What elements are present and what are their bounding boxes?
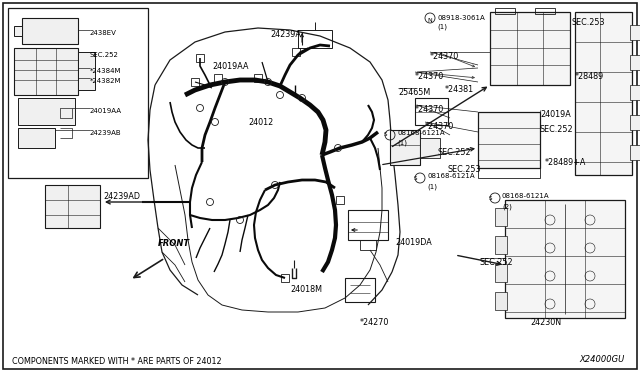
Text: 24230N: 24230N: [530, 318, 561, 327]
Text: SEC.252: SEC.252: [90, 52, 119, 58]
Text: N: N: [428, 18, 433, 23]
Bar: [575, 12, 632, 175]
Text: 24019A: 24019A: [540, 110, 571, 119]
Text: 24019DA: 24019DA: [395, 238, 432, 247]
Bar: [415, 98, 448, 125]
Bar: [292, 48, 300, 56]
Text: *24370: *24370: [415, 105, 444, 114]
Bar: [495, 236, 507, 254]
Text: SEC.252: SEC.252: [540, 125, 573, 134]
Bar: [630, 115, 640, 130]
Text: 24239AB: 24239AB: [90, 130, 122, 136]
Text: (1): (1): [397, 140, 407, 147]
Text: 08918-3061A: 08918-3061A: [437, 15, 484, 21]
Bar: [18, 128, 55, 148]
Bar: [535, 8, 555, 14]
Bar: [18, 98, 75, 125]
Bar: [78, 52, 95, 90]
Text: SEC.253: SEC.253: [448, 165, 481, 174]
Text: *24370: *24370: [415, 72, 444, 81]
Text: 24239AD: 24239AD: [103, 192, 140, 201]
Bar: [630, 25, 640, 40]
Bar: [630, 145, 640, 160]
Bar: [495, 8, 515, 14]
Text: *24384M: *24384M: [90, 68, 122, 74]
Bar: [390, 130, 420, 165]
Bar: [348, 210, 388, 240]
Bar: [45, 185, 100, 228]
Bar: [298, 30, 332, 48]
Text: (1): (1): [437, 24, 447, 30]
Text: (2): (2): [502, 203, 512, 209]
Text: 24019AA: 24019AA: [212, 62, 248, 71]
Text: 08168-6121A: 08168-6121A: [502, 193, 550, 199]
Text: S: S: [383, 132, 387, 138]
Text: 2438EV: 2438EV: [90, 30, 117, 36]
Text: 24239A: 24239A: [270, 30, 301, 39]
Text: 08168-6121A: 08168-6121A: [397, 130, 445, 136]
Bar: [490, 12, 570, 85]
Bar: [630, 85, 640, 100]
Text: SEC.252: SEC.252: [480, 258, 514, 267]
Bar: [281, 274, 289, 282]
Bar: [630, 55, 640, 70]
Bar: [214, 74, 222, 82]
Bar: [14, 48, 78, 95]
Bar: [8, 8, 148, 178]
Text: *28489: *28489: [575, 72, 604, 81]
Bar: [495, 208, 507, 226]
Text: (1): (1): [427, 183, 437, 189]
Bar: [478, 112, 540, 168]
Text: 08168-6121A: 08168-6121A: [427, 173, 475, 179]
Text: 25465M: 25465M: [398, 88, 430, 97]
Bar: [505, 200, 625, 318]
Bar: [336, 196, 344, 204]
Bar: [495, 264, 507, 282]
Bar: [14, 26, 22, 36]
Text: *24370: *24370: [430, 52, 460, 61]
Text: *24270: *24270: [360, 318, 389, 327]
Bar: [196, 54, 204, 62]
Text: S: S: [488, 196, 492, 201]
Bar: [254, 74, 262, 82]
Text: COMPONENTS MARKED WITH * ARE PARTS OF 24012: COMPONENTS MARKED WITH * ARE PARTS OF 24…: [12, 357, 221, 366]
Text: 24018M: 24018M: [290, 285, 322, 294]
Bar: [22, 18, 78, 44]
Text: *24370: *24370: [425, 122, 454, 131]
Bar: [495, 292, 507, 310]
Bar: [360, 240, 376, 250]
Text: S: S: [413, 176, 417, 180]
Text: *24381: *24381: [445, 85, 474, 94]
Text: 24012: 24012: [248, 118, 273, 127]
Text: *28489+A: *28489+A: [545, 158, 586, 167]
Text: FRONT: FRONT: [158, 239, 190, 248]
Text: 24019AA: 24019AA: [90, 108, 122, 114]
Text: SEC.252: SEC.252: [438, 148, 472, 157]
Bar: [478, 168, 540, 178]
Text: SEC.253: SEC.253: [572, 18, 605, 27]
Bar: [345, 278, 375, 302]
Bar: [420, 138, 440, 158]
Bar: [191, 78, 199, 86]
Text: *24382M: *24382M: [90, 78, 122, 84]
Text: X24000GU: X24000GU: [580, 356, 625, 365]
